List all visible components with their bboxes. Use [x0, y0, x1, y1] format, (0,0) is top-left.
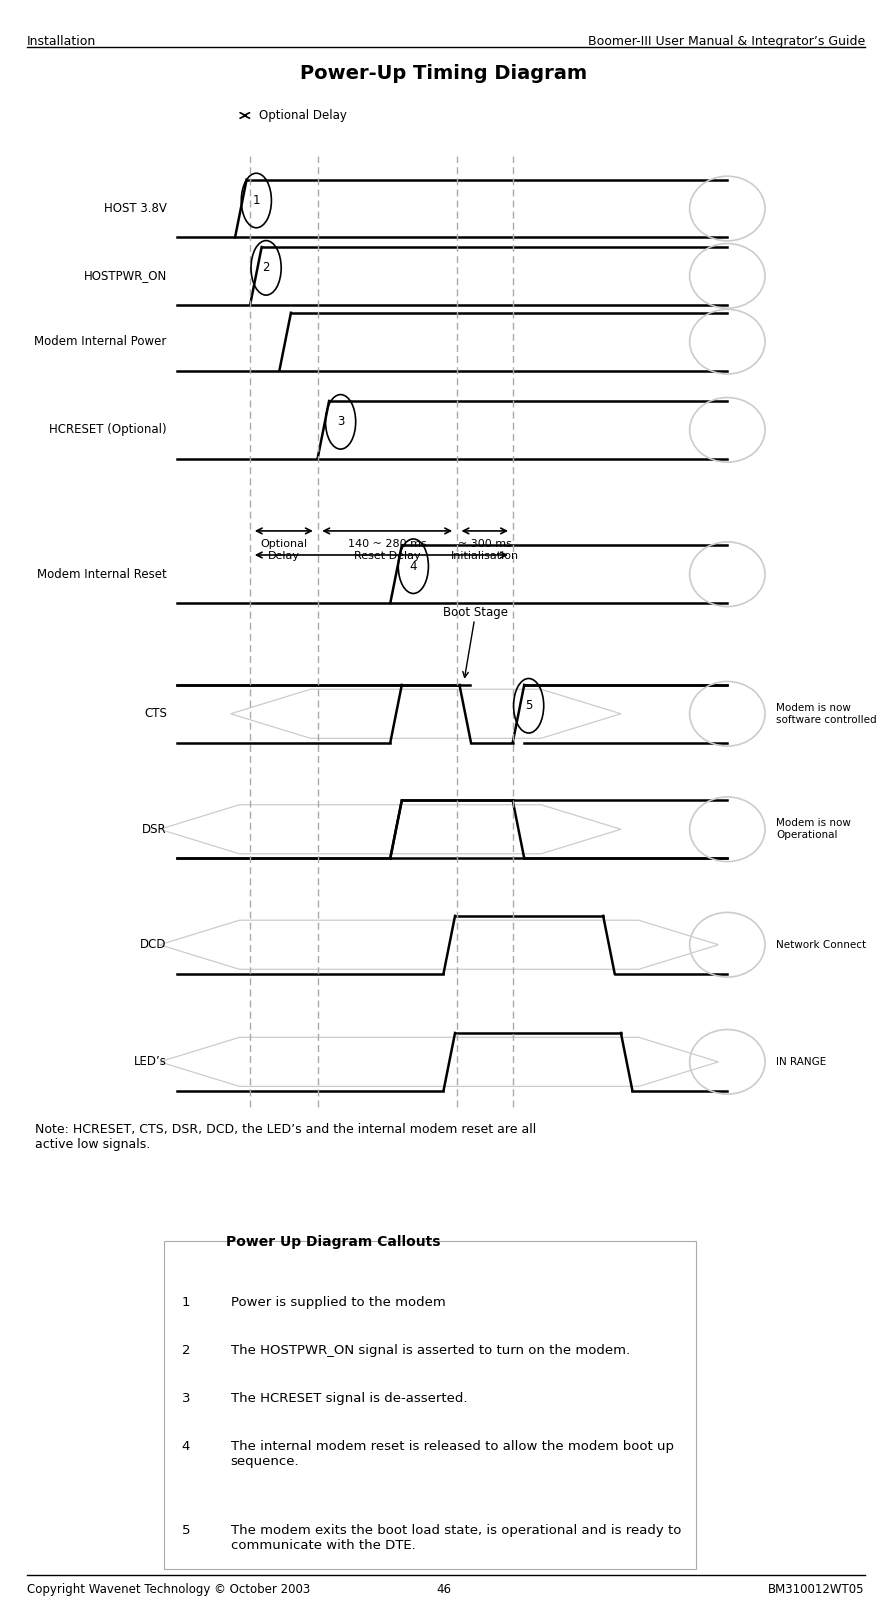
Text: HOSTPWR_ON: HOSTPWR_ON — [83, 269, 167, 282]
Text: 5: 5 — [525, 699, 532, 712]
Text: Network Connect: Network Connect — [775, 940, 866, 950]
Text: BM310012WT05: BM310012WT05 — [767, 1583, 864, 1596]
Text: 3: 3 — [337, 415, 344, 428]
Text: The HCRESET signal is de-asserted.: The HCRESET signal is de-asserted. — [230, 1392, 467, 1405]
Text: 4: 4 — [409, 560, 416, 573]
Text: Optional Delay: Optional Delay — [259, 109, 346, 122]
Text: 1: 1 — [253, 194, 260, 207]
Text: Installation: Installation — [27, 35, 96, 48]
Text: HOST 3.8V: HOST 3.8V — [104, 202, 167, 215]
Text: 140 ~ 280 ms
Reset Delay: 140 ~ 280 ms Reset Delay — [347, 539, 426, 560]
Text: Boomer-III User Manual & Integrator’s Guide: Boomer-III User Manual & Integrator’s Gu… — [587, 35, 864, 48]
Text: 46: 46 — [436, 1583, 450, 1596]
Text: HCRESET (Optional): HCRESET (Optional) — [49, 423, 167, 436]
Text: Modem is now
software controlled: Modem is now software controlled — [775, 703, 875, 725]
Text: Power-Up Timing Diagram: Power-Up Timing Diagram — [299, 64, 587, 83]
Text: LED’s: LED’s — [134, 1055, 167, 1068]
Text: 5: 5 — [182, 1524, 190, 1537]
Text: 2: 2 — [262, 261, 269, 274]
Text: 3: 3 — [182, 1392, 190, 1405]
Text: Power is supplied to the modem: Power is supplied to the modem — [230, 1296, 445, 1309]
Text: The modem exits the boot load state, is operational and is ready to
communicate : The modem exits the boot load state, is … — [230, 1524, 680, 1551]
Text: Boot Stage: Boot Stage — [443, 606, 508, 619]
Text: IN RANGE: IN RANGE — [775, 1057, 826, 1067]
Text: 4: 4 — [182, 1440, 190, 1453]
Text: Power Up Diagram Callouts: Power Up Diagram Callouts — [226, 1235, 440, 1250]
Text: Modem Internal Power: Modem Internal Power — [35, 335, 167, 348]
Text: ~ 300 ms
Initialisation: ~ 300 ms Initialisation — [450, 539, 518, 560]
Text: Copyright Wavenet Technology © October 2003: Copyright Wavenet Technology © October 2… — [27, 1583, 309, 1596]
Text: Modem is now
Operational: Modem is now Operational — [775, 818, 850, 840]
Text: Modem Internal Reset: Modem Internal Reset — [37, 568, 167, 581]
Text: The internal modem reset is released to allow the modem boot up
sequence.: The internal modem reset is released to … — [230, 1440, 672, 1468]
Text: DCD: DCD — [140, 938, 167, 951]
Text: Note: HCRESET, CTS, DSR, DCD, the LED’s and the internal modem reset are all
act: Note: HCRESET, CTS, DSR, DCD, the LED’s … — [35, 1123, 536, 1150]
Text: Optional
Delay: Optional Delay — [260, 539, 307, 560]
Text: 2: 2 — [182, 1344, 190, 1357]
Text: CTS: CTS — [144, 707, 167, 720]
Text: 1: 1 — [182, 1296, 190, 1309]
Text: The HOSTPWR_ON signal is asserted to turn on the modem.: The HOSTPWR_ON signal is asserted to tur… — [230, 1344, 629, 1357]
Text: DSR: DSR — [142, 823, 167, 836]
